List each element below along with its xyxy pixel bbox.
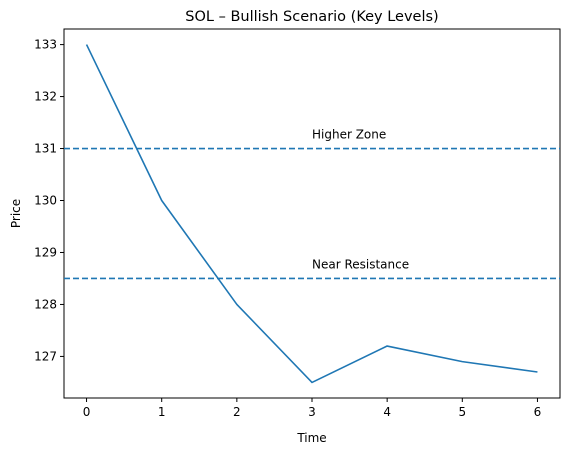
key-levels	[64, 147, 560, 280]
plot-frame	[63, 28, 561, 399]
x-tick-label: 0	[83, 405, 91, 419]
y-tick-label: 131	[34, 142, 57, 156]
x-axis-ticks: 0 1 2 3 4 5 6	[83, 398, 542, 419]
x-tick-label: 2	[233, 405, 241, 419]
y-tick-label: 132	[34, 90, 57, 104]
level-annotations: Higher Zone Near Resistance	[312, 128, 409, 272]
key-level-annotation: Higher Zone	[312, 128, 386, 142]
key-level-annotation: Near Resistance	[312, 257, 409, 271]
x-axis-label: Time	[296, 431, 326, 445]
y-axis-ticks: 127 128 129 130 131 132 133	[34, 38, 64, 363]
x-tick-label: 3	[308, 405, 316, 419]
chart-title: SOL – Bullish Scenario (Key Levels)	[185, 9, 438, 25]
y-tick-label: 129	[34, 245, 57, 259]
y-tick-label: 127	[34, 349, 57, 363]
x-tick-label: 5	[458, 405, 466, 419]
y-tick-label: 133	[34, 38, 57, 52]
x-tick-label: 6	[534, 405, 542, 419]
x-tick-label: 1	[158, 405, 166, 419]
y-axis-label: Price	[9, 199, 23, 228]
price-series-line	[85, 44, 538, 384]
x-tick-label: 4	[383, 405, 391, 419]
y-tick-label: 130	[34, 194, 57, 208]
y-tick-label: 128	[34, 297, 57, 311]
